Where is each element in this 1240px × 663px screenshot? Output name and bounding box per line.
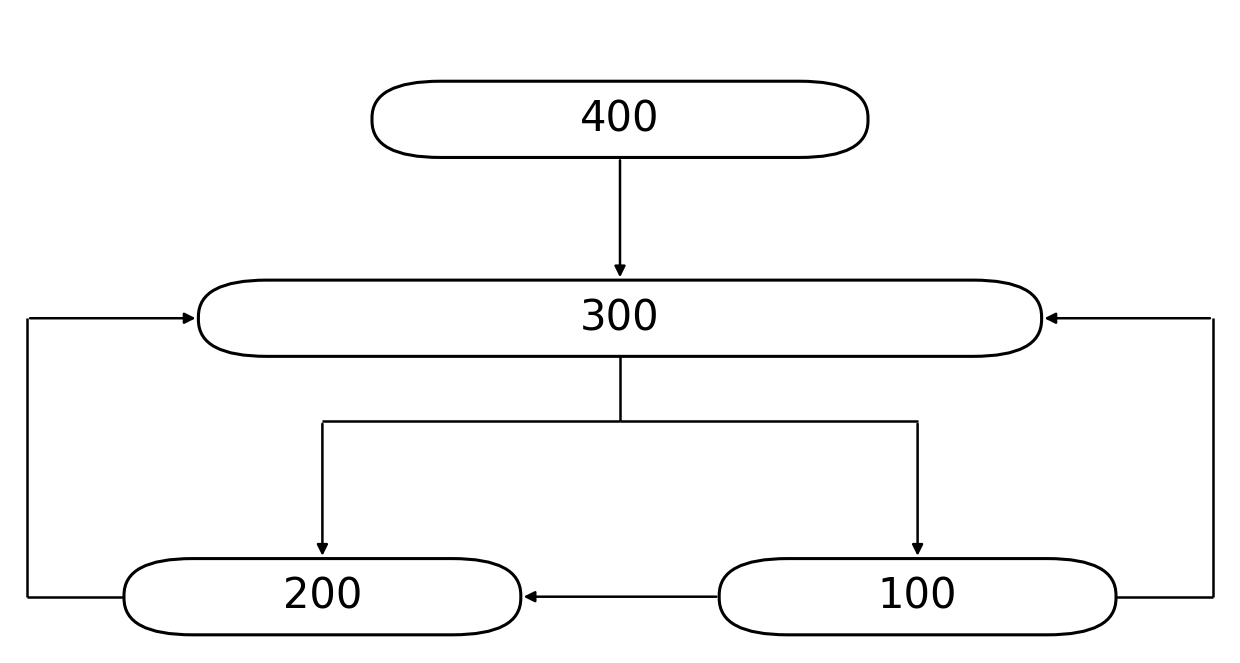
- FancyBboxPatch shape: [198, 280, 1042, 357]
- FancyBboxPatch shape: [719, 558, 1116, 635]
- Text: 200: 200: [283, 575, 362, 618]
- FancyBboxPatch shape: [372, 82, 868, 158]
- FancyBboxPatch shape: [124, 558, 521, 635]
- Text: 400: 400: [580, 98, 660, 141]
- Text: 100: 100: [878, 575, 957, 618]
- Text: 300: 300: [580, 297, 660, 339]
